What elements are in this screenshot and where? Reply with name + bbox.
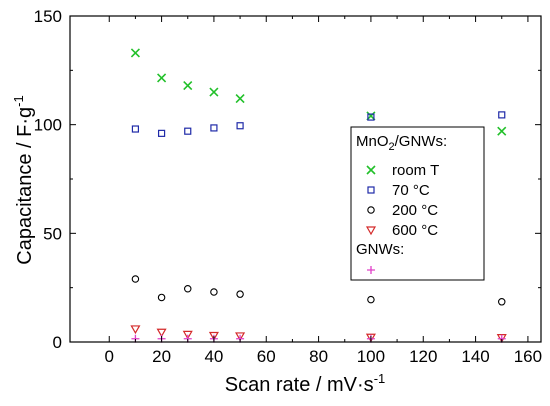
data-point-s0-4-shape: [235, 94, 245, 104]
legend-item-room-t: room T: [366, 162, 439, 179]
y-tick-label-0: 0: [53, 333, 62, 352]
data-point-s3-2-shape: [182, 330, 193, 340]
data-point-s2-0-shape: [131, 275, 140, 283]
data-point-s1-6: [498, 111, 506, 119]
legend-label-600c: 600 °C: [392, 222, 438, 239]
data-point-s0-0: [130, 48, 140, 58]
legend-marker-200c: [367, 206, 375, 214]
legend-label-room-t: room T: [392, 162, 439, 179]
legend-item-600c: 600 °C: [365, 222, 438, 239]
legend-symbol-2: [367, 206, 375, 214]
data-point-s1-2-shape: [184, 127, 192, 135]
legend: MnO2/GNWs: room T 70 °C 200 °C 600 °C GN…: [350, 126, 485, 281]
x-tick-label-3: 60: [257, 347, 276, 366]
legend-heading-mno2-gnws: MnO2/GNWs:: [356, 133, 447, 153]
x-tick-label-4: 80: [309, 347, 328, 366]
data-point-s3-4-shape: [235, 332, 246, 342]
legend-marker-600c: [365, 226, 377, 236]
x-tick-label-5: 100: [357, 347, 385, 366]
legend-item-70c: 70 °C: [367, 182, 430, 199]
data-point-s2-3-shape: [210, 288, 218, 296]
data-point-s2-6-shape: [497, 298, 506, 306]
data-point-s1-5: [367, 113, 375, 121]
data-point-s3-2: [182, 330, 193, 340]
data-point-s1-6-shape: [498, 111, 506, 119]
legend-marker-room-t: [366, 165, 376, 175]
data-point-s0-3: [209, 87, 219, 97]
data-point-s2-2: [184, 285, 192, 293]
data-point-s1-0: [131, 125, 140, 133]
legend-symbol-1: [367, 186, 375, 194]
data-point-s3-0-shape: [130, 325, 141, 335]
data-point-s1-4-shape: [236, 122, 244, 130]
y-tick-label-1: 50: [43, 224, 62, 243]
data-point-s3-5: [365, 333, 376, 343]
data-point-s1-0-shape: [131, 125, 140, 133]
data-point-s2-2-shape: [184, 285, 192, 293]
legend-label-70c: 70 °C: [392, 182, 430, 199]
data-point-s2-4: [236, 290, 244, 298]
x-tick-label-2: 40: [204, 347, 223, 366]
data-point-s3-3: [208, 331, 219, 341]
data-point-s3-5-shape: [365, 333, 376, 343]
data-point-s1-3: [210, 124, 218, 132]
data-point-s1-5-shape: [367, 113, 375, 121]
data-point-s3-4: [235, 332, 246, 342]
data-point-s0-6: [497, 126, 507, 136]
legend-item-200c: 200 °C: [367, 202, 438, 219]
data-point-s3-1-shape: [156, 328, 167, 338]
y-axis-title: Capacitance / F·g-1: [11, 95, 36, 264]
y-tick-label-2: 100: [34, 116, 62, 135]
data-point-s0-1: [157, 73, 167, 83]
data-point-s2-6: [497, 298, 506, 306]
data-marks: [130, 48, 507, 343]
data-point-s0-2: [183, 80, 193, 91]
x-tick-label-7: 140: [461, 347, 489, 366]
data-point-s1-1: [157, 129, 166, 137]
data-point-s1-4: [236, 122, 244, 130]
legend-label-200c: 200 °C: [392, 202, 438, 219]
data-point-s2-4-shape: [236, 290, 244, 298]
data-point-s3-0: [130, 325, 141, 335]
legend-symbol-2-shape: [367, 206, 375, 214]
y-tick-label-3: 150: [34, 7, 62, 26]
legend-symbol-1-shape: [367, 186, 375, 194]
data-point-s2-5-shape: [367, 295, 375, 304]
legend-item-gnws: [367, 266, 375, 274]
data-point-s2-1-shape: [157, 293, 166, 302]
axis-ticks: 0 20 40 60 80 100 120 140 160 0 50 100 150: [34, 7, 542, 366]
data-point-s0-1-shape: [157, 73, 167, 83]
data-point-s0-6-shape: [497, 126, 507, 136]
x-tick-label-1: 20: [152, 347, 171, 366]
data-point-s2-0: [131, 275, 140, 283]
data-point-s2-5: [367, 295, 375, 304]
legend-symbol-0: [366, 165, 376, 175]
data-point-s1-2: [184, 127, 192, 135]
data-point-s2-1: [157, 293, 166, 302]
legend-symbol-3: [365, 226, 377, 236]
legend-symbol-4: [367, 266, 375, 274]
legend-heading-gnws: GNWs:: [356, 241, 404, 258]
legend-marker-70c: [367, 186, 375, 194]
legend-symbol-4-shape: [367, 266, 375, 274]
data-point-s3-1: [156, 328, 167, 338]
data-point-s0-4: [235, 94, 245, 104]
data-point-s1-3-shape: [210, 124, 218, 132]
legend-symbol-0-shape: [366, 165, 376, 175]
legend-marker-gnws: [367, 266, 375, 274]
data-point-s0-3-shape: [209, 87, 219, 97]
data-point-s0-0-shape: [130, 48, 140, 58]
data-point-s3-3-shape: [208, 331, 219, 341]
legend-symbol-3-shape: [365, 226, 377, 236]
data-point-s0-2-shape: [183, 80, 193, 91]
x-tick-label-8: 160: [514, 347, 542, 366]
legend-box: [350, 126, 485, 281]
data-point-s2-3: [210, 288, 218, 296]
data-point-s1-1-shape: [157, 129, 166, 137]
x-tick-label-0: 0: [105, 347, 114, 366]
x-tick-label-6: 120: [409, 347, 437, 366]
x-axis-title: Scan rate / mV·s-1: [225, 371, 386, 396]
